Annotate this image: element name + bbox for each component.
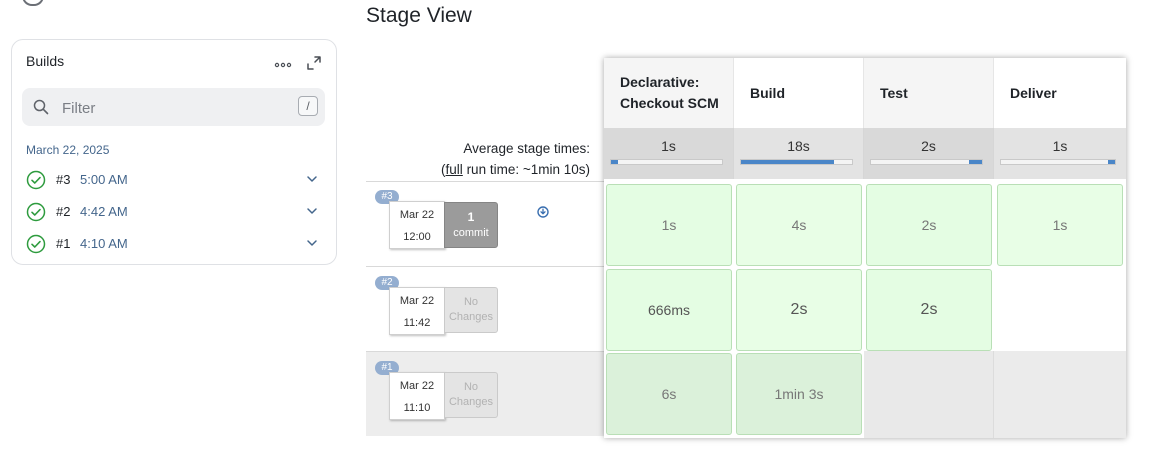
build-number[interactable]: #1 xyxy=(56,236,71,251)
changes-count: 1 xyxy=(467,210,475,224)
stage-name: Test xyxy=(880,84,908,101)
run-date: Mar 22 xyxy=(399,295,435,307)
changes-line2: Changes xyxy=(448,396,494,408)
avg-bar-fill xyxy=(1108,160,1115,164)
avg-label-line2: (full run time: ~1min 10s) xyxy=(410,159,590,180)
filter-field[interactable]: / xyxy=(22,88,325,126)
filter-input[interactable] xyxy=(60,97,284,119)
run-time: 12:00 xyxy=(403,231,431,243)
changes-box[interactable]: 1 commit xyxy=(444,202,498,248)
chevron-down-icon[interactable] xyxy=(306,239,318,247)
filter-shortcut-key: / xyxy=(298,96,318,116)
stage-name: Declarative: xyxy=(620,74,700,90)
avg-time: 2s xyxy=(921,138,936,154)
changes-box: No Changes xyxy=(444,372,498,418)
stage-cell[interactable]: 1min 3s xyxy=(736,353,862,435)
stage-name: Build xyxy=(750,84,785,101)
run-time: 11:42 xyxy=(403,317,431,329)
avg-bar-track xyxy=(1000,159,1116,165)
stage-cell[interactable]: 2s xyxy=(866,269,992,351)
avg-time-cell: 18s xyxy=(734,128,864,179)
empty-stage-cell xyxy=(864,351,994,438)
full-run-time-link[interactable]: full xyxy=(445,162,463,177)
builds-panel: Builds / March 22, 2025 #3 5:00 AM # xyxy=(11,39,337,265)
average-stage-times-label: Average stage times: (full run time: ~1m… xyxy=(410,138,590,180)
build-item[interactable]: #1 4:10 AM xyxy=(26,232,326,256)
stage-name: Deliver xyxy=(1010,84,1057,101)
avg-bar-track xyxy=(740,159,853,165)
run-badge[interactable]: #2 xyxy=(375,276,399,290)
stage-header-build: Build xyxy=(734,58,864,128)
stage-cell[interactable]: 666ms xyxy=(606,269,732,351)
avg-bar-fill xyxy=(741,160,835,164)
avg-time: 1s xyxy=(661,138,676,154)
build-time[interactable]: 5:00 AM xyxy=(80,172,128,187)
stage-header-deliver: Deliver xyxy=(994,58,1126,128)
avg-time: 18s xyxy=(787,138,810,154)
stage-cell[interactable]: 1s xyxy=(997,184,1123,266)
chevron-down-icon[interactable] xyxy=(306,207,318,215)
check-circle-icon xyxy=(26,234,46,254)
avg-time-cell: 1s xyxy=(994,128,1126,179)
avg-bar-track xyxy=(870,159,983,165)
chevron-down-icon[interactable] xyxy=(306,175,318,183)
stage-cell[interactable]: 2s xyxy=(736,269,862,351)
download-icon[interactable] xyxy=(537,206,549,218)
stage-cell[interactable]: 6s xyxy=(606,353,732,435)
more-horizontal-icon[interactable] xyxy=(274,62,292,68)
builds-title: Builds xyxy=(26,53,65,69)
run-date-box: Mar 22 12:00 xyxy=(389,201,445,249)
build-number[interactable]: #2 xyxy=(56,204,71,219)
empty-stage-cell xyxy=(994,266,1126,351)
changes-line1: No xyxy=(463,381,479,393)
avg-bar-fill xyxy=(968,160,982,164)
run-date: Mar 22 xyxy=(399,209,435,221)
changes-line2: Changes xyxy=(448,311,494,323)
avg-label-rest: run time: ~1min 10s) xyxy=(462,162,590,177)
avg-time: 1s xyxy=(1052,138,1068,154)
date-heading: March 22, 2025 xyxy=(26,143,110,157)
run-time: 11:10 xyxy=(403,402,431,414)
run-badge[interactable]: #1 xyxy=(375,361,399,375)
empty-stage-cell xyxy=(994,351,1126,438)
expand-icon[interactable] xyxy=(306,55,322,71)
top-partial-icon xyxy=(22,0,44,6)
avg-time-cell: 2s xyxy=(864,128,994,179)
build-time[interactable]: 4:10 AM xyxy=(80,236,128,251)
avg-bar-fill xyxy=(611,160,618,164)
build-item[interactable]: #2 4:42 AM xyxy=(26,200,326,224)
build-number[interactable]: #3 xyxy=(56,172,71,187)
avg-bar-track xyxy=(610,159,723,165)
run-badge[interactable]: #3 xyxy=(375,190,399,204)
stage-view-title: Stage View xyxy=(366,4,472,27)
stage-header-checkout: Declarative: Checkout SCM xyxy=(604,58,734,128)
stage-name-line2: Checkout SCM xyxy=(620,95,719,111)
avg-label-line1: Average stage times: xyxy=(463,141,590,156)
changes-label: commit xyxy=(453,227,489,239)
avg-label-open: ( xyxy=(441,162,446,177)
build-time[interactable]: 4:42 AM xyxy=(80,204,128,219)
stage-cell[interactable]: 4s xyxy=(736,184,862,266)
run-date-box: Mar 22 11:42 xyxy=(389,287,445,335)
check-circle-icon xyxy=(26,202,46,222)
run-date: Mar 22 xyxy=(399,380,435,392)
stage-header-test: Test xyxy=(864,58,994,128)
stage-cell[interactable]: 1s xyxy=(606,184,732,266)
changes-box: No Changes xyxy=(444,287,498,333)
run-row-bg xyxy=(366,266,604,352)
stage-table: Declarative: Checkout SCM Build Test Deli… xyxy=(604,58,1126,438)
run-row-bg xyxy=(366,181,604,266)
build-item[interactable]: #3 5:00 AM xyxy=(26,168,326,192)
check-circle-icon xyxy=(26,170,46,190)
search-icon xyxy=(33,99,49,115)
stage-cell[interactable]: 2s xyxy=(866,184,992,266)
changes-line1: No xyxy=(463,296,479,308)
run-date-box: Mar 22 11:10 xyxy=(389,372,445,420)
avg-time-cell: 1s xyxy=(604,128,734,179)
